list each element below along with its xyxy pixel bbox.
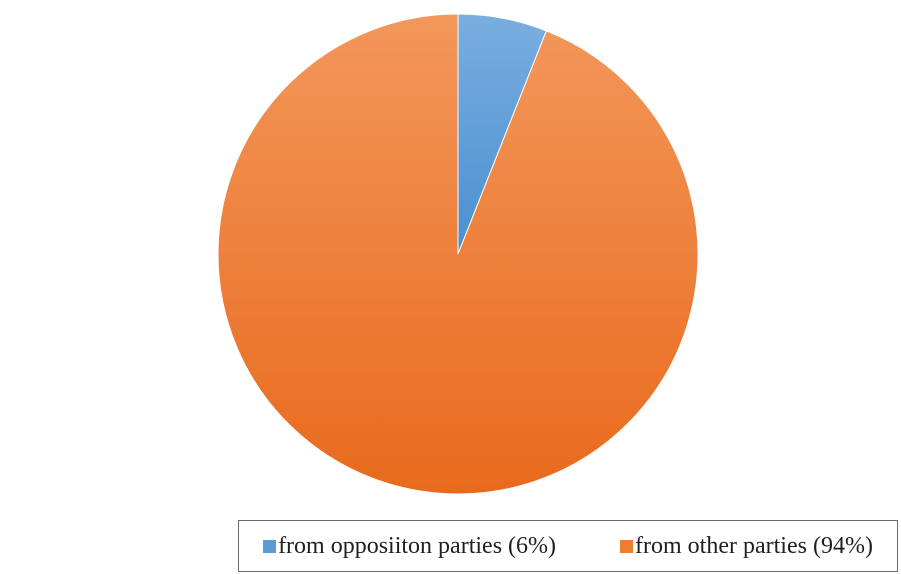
- legend-swatch-opposition: [263, 539, 277, 553]
- pie-slices: [217, 13, 699, 495]
- legend-swatch-other: [620, 539, 634, 553]
- legend-label-opposition: from opposiiton parties (6%): [278, 532, 557, 559]
- chart-legend: from opposiiton parties (6%) from other …: [238, 520, 898, 572]
- legend-item-opposition: from opposiiton parties (6%): [263, 533, 556, 560]
- legend-item-other: from other parties (94%): [620, 533, 873, 560]
- pie-slice-other: [217, 13, 699, 495]
- legend-label-other: from other parties (94%): [635, 532, 873, 559]
